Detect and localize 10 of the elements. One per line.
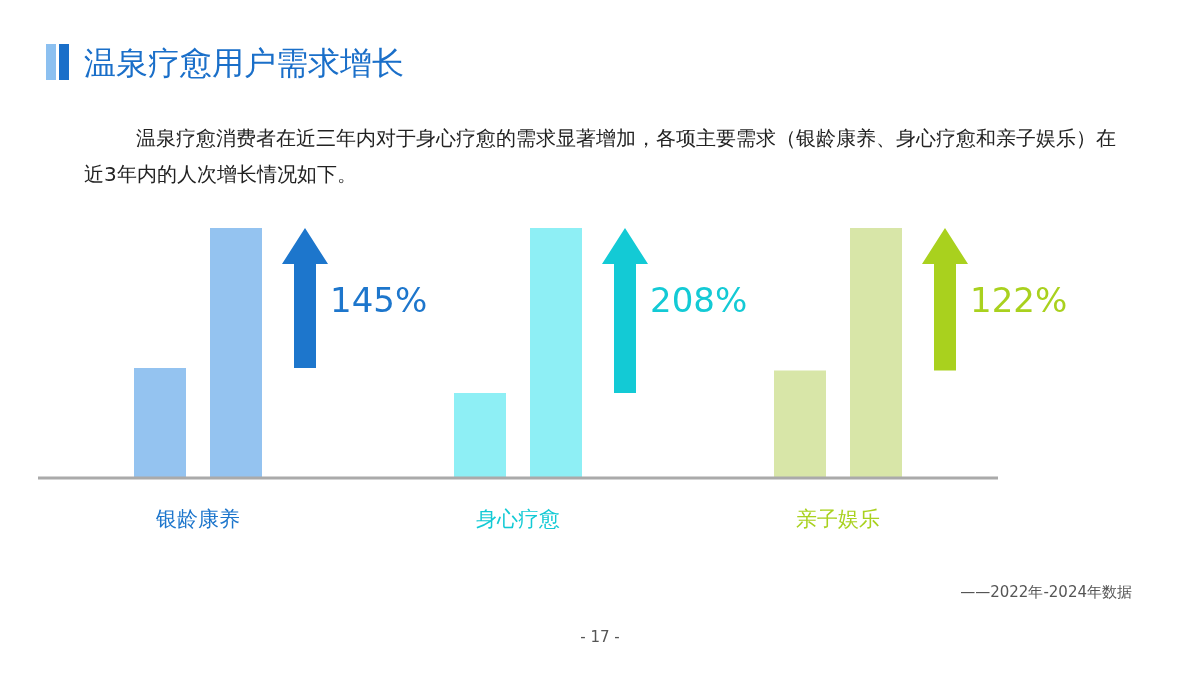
chart-subtitle: 温泉疗愈消费者在近三年内对于身心疗愈的需求显著增加，各项主要需求（银龄康养、身心疗愈和亲子娱乐）在近3年内的人次增长情况如下。 <box>84 125 1117 188</box>
x-tick-label: 亲子娱乐 <box>796 507 880 531</box>
annotation: 122% <box>970 280 1068 320</box>
x-tick-label: 银龄康养 <box>155 507 240 531</box>
text: - 17 - <box>579 628 621 646</box>
text: ——2022年-2024年数据 <box>960 583 1132 602</box>
annotation: 208% <box>650 280 748 320</box>
x-tick-label: 身心疗愈 <box>476 507 560 531</box>
chart-title: 温泉疗愈用户需求增长 <box>84 43 404 84</box>
annotation: 145% <box>330 280 428 320</box>
